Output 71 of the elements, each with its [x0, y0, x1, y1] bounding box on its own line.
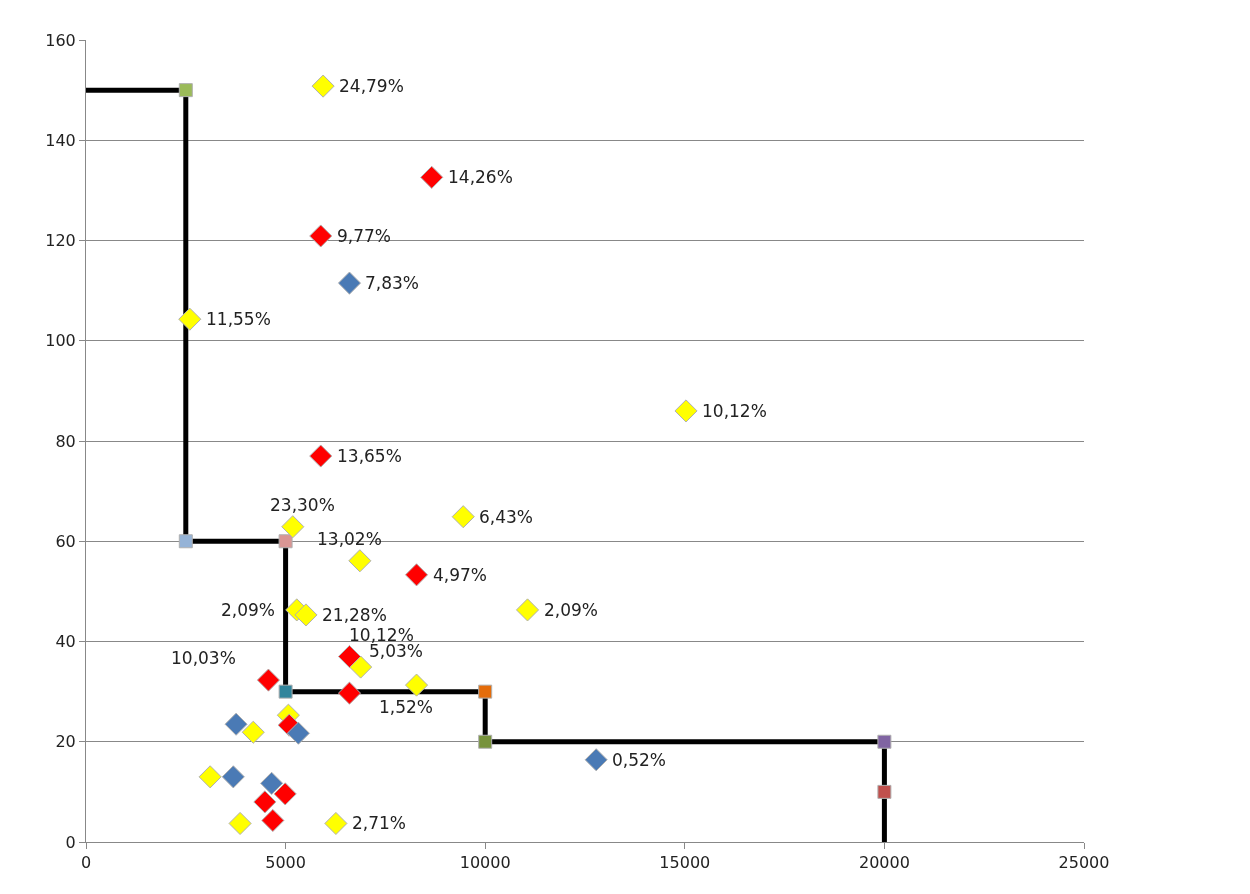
point	[404, 673, 429, 697]
point	[404, 563, 429, 587]
annotation: 23,30%	[270, 495, 335, 515]
point	[253, 790, 277, 814]
y-tick-label: 80	[55, 431, 76, 451]
point	[348, 549, 372, 573]
point	[478, 684, 493, 699]
annotation: 11,55%	[206, 309, 271, 329]
y-tick-label: 100	[45, 331, 76, 351]
annotation: 6,43%	[479, 507, 534, 527]
point	[221, 765, 245, 789]
annotation: 14,26%	[448, 167, 513, 187]
annotation: 10,12%	[702, 401, 767, 421]
point	[178, 307, 202, 331]
annotation: 13,02%	[317, 529, 382, 549]
annotation: 10,12%	[349, 625, 414, 645]
point	[178, 83, 193, 98]
point	[311, 74, 335, 98]
point	[273, 782, 297, 806]
x-tick-label: 25000	[1058, 853, 1110, 873]
x-tick-label: 5000	[265, 853, 306, 873]
point	[337, 681, 362, 705]
point	[337, 271, 362, 295]
point	[584, 748, 608, 772]
annotation: 24,79%	[339, 76, 404, 96]
annotation: 2,71%	[352, 813, 407, 833]
y-tick-label: 160	[45, 30, 76, 50]
point	[294, 603, 318, 627]
point	[241, 720, 265, 744]
annotation: 7,83%	[365, 273, 420, 293]
y-tick-label: 60	[55, 531, 76, 551]
point	[451, 505, 475, 529]
point	[198, 765, 222, 789]
y-tick-label: 40	[55, 632, 76, 652]
point	[278, 534, 293, 549]
point	[420, 165, 444, 189]
point	[256, 668, 280, 692]
x-tick-label: 10000	[459, 853, 511, 873]
annotation: 13,65%	[337, 446, 402, 466]
point	[286, 721, 310, 745]
annotation: 10,03%	[171, 648, 236, 668]
x-tick-label: 15000	[659, 853, 711, 873]
y-tick-label: 120	[45, 231, 76, 251]
annotation: 4,97%	[433, 565, 488, 585]
point	[877, 784, 892, 799]
point	[478, 734, 493, 749]
annotation: 2,09%	[221, 600, 276, 620]
point	[178, 534, 193, 549]
point	[674, 399, 698, 423]
point	[309, 224, 333, 248]
y-tick-label: 20	[55, 732, 76, 752]
point	[278, 684, 293, 699]
y-tick-label: 140	[45, 130, 76, 150]
point	[281, 515, 305, 539]
point	[324, 811, 348, 835]
point	[260, 771, 284, 795]
point	[515, 598, 540, 622]
x-tick-label: 0	[80, 853, 92, 873]
point	[337, 644, 362, 669]
point	[309, 444, 333, 468]
point	[877, 734, 892, 749]
y-tick-label: 0	[65, 832, 76, 852]
point	[228, 811, 252, 835]
annotation: 2,09%	[544, 600, 599, 620]
annotation: 21,28%	[322, 605, 387, 625]
annotation: 9,77%	[337, 226, 392, 246]
annotation: 0,52%	[612, 750, 667, 770]
annotation: 1,52%	[379, 697, 434, 717]
point	[261, 808, 285, 832]
point	[224, 712, 248, 736]
x-tick-label: 20000	[858, 853, 910, 873]
